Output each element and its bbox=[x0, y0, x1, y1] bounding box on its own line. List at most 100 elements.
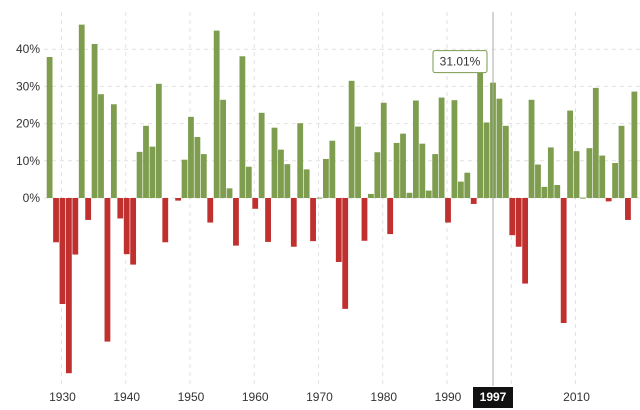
bar-1971[interactable] bbox=[323, 158, 329, 198]
bar-2005[interactable] bbox=[541, 186, 548, 198]
bar-1996[interactable] bbox=[483, 122, 490, 198]
bar-1994[interactable] bbox=[470, 198, 477, 204]
bar-1942[interactable] bbox=[136, 151, 143, 198]
bar-1975[interactable] bbox=[348, 80, 355, 198]
bar-1946[interactable] bbox=[162, 198, 169, 243]
bar-1949[interactable] bbox=[181, 159, 188, 198]
bar-1935[interactable] bbox=[91, 43, 98, 198]
bar-1955[interactable] bbox=[220, 99, 226, 198]
bar-1945[interactable] bbox=[155, 83, 162, 198]
hover-overlay: 31.01% 1997 bbox=[432, 12, 513, 408]
x-tick-label: 1940 bbox=[113, 390, 140, 404]
bar-1930[interactable] bbox=[59, 198, 66, 305]
x-tick-label: 1930 bbox=[49, 390, 76, 404]
bar-1967[interactable] bbox=[297, 123, 304, 198]
bar-1954[interactable] bbox=[213, 30, 220, 198]
bar-1979[interactable] bbox=[374, 152, 381, 198]
bar-2014[interactable] bbox=[599, 155, 606, 198]
bar-2010[interactable] bbox=[573, 151, 580, 198]
bar-1943[interactable] bbox=[143, 125, 149, 198]
bar-1999[interactable] bbox=[502, 125, 509, 198]
bar-1959[interactable] bbox=[245, 166, 252, 198]
bar-2017[interactable] bbox=[618, 125, 625, 198]
bar-1960[interactable] bbox=[252, 198, 259, 209]
bar-1964[interactable] bbox=[278, 149, 284, 198]
bar-1952[interactable] bbox=[200, 154, 207, 198]
bar-1933[interactable] bbox=[78, 24, 85, 199]
bar-2009[interactable] bbox=[567, 110, 574, 198]
bar-2004[interactable] bbox=[535, 164, 541, 198]
bar-2012[interactable] bbox=[586, 148, 593, 198]
bar-1950[interactable] bbox=[188, 116, 194, 198]
bar-2002[interactable] bbox=[522, 198, 529, 284]
bar-1932[interactable] bbox=[72, 198, 79, 255]
bar-1995[interactable] bbox=[477, 71, 484, 198]
bar-1965[interactable] bbox=[284, 164, 291, 198]
bar-2016[interactable] bbox=[612, 163, 618, 198]
bar-1991[interactable] bbox=[451, 100, 458, 198]
bar-2018[interactable] bbox=[625, 198, 631, 220]
bar-1969[interactable] bbox=[310, 198, 316, 242]
bar-2008[interactable] bbox=[560, 198, 567, 323]
bar-1951[interactable] bbox=[194, 136, 201, 198]
bar-1987[interactable] bbox=[425, 190, 432, 198]
bar-1940[interactable] bbox=[123, 198, 130, 255]
bar-1976[interactable] bbox=[355, 126, 361, 198]
bar-1937[interactable] bbox=[104, 198, 111, 342]
bar-1968[interactable] bbox=[303, 169, 310, 198]
tooltip-value: 31.01% bbox=[440, 55, 481, 69]
bar-1989[interactable] bbox=[438, 97, 445, 198]
bar-2007[interactable] bbox=[554, 184, 561, 198]
bar-1944[interactable] bbox=[149, 146, 156, 198]
bar-1929[interactable] bbox=[53, 198, 59, 243]
x-tick-label: 2010 bbox=[563, 390, 590, 404]
bar-2011[interactable] bbox=[580, 197, 586, 199]
bar-1993[interactable] bbox=[464, 172, 471, 198]
bar-1992[interactable] bbox=[457, 181, 464, 198]
bar-1953[interactable] bbox=[207, 198, 214, 223]
value-tooltip: 31.01% bbox=[432, 50, 488, 74]
bar-2019[interactable] bbox=[631, 91, 638, 198]
bar-1962[interactable] bbox=[265, 198, 271, 242]
bar-2003[interactable] bbox=[528, 99, 535, 198]
bar-1978[interactable] bbox=[368, 193, 374, 198]
bar-1983[interactable] bbox=[400, 133, 406, 198]
bar-1984[interactable] bbox=[406, 192, 413, 198]
bar-1980[interactable] bbox=[380, 102, 387, 198]
bar-1958[interactable] bbox=[239, 56, 246, 198]
bar-1963[interactable] bbox=[271, 127, 278, 198]
bar-1956[interactable] bbox=[226, 188, 233, 198]
bar-1982[interactable] bbox=[393, 142, 400, 198]
bar-2015[interactable] bbox=[605, 198, 612, 202]
bar-1970[interactable] bbox=[316, 197, 323, 199]
bar-1934[interactable] bbox=[85, 198, 92, 220]
bar-2006[interactable] bbox=[547, 147, 554, 198]
bar-1973[interactable] bbox=[335, 198, 342, 262]
bar-1941[interactable] bbox=[130, 198, 137, 265]
bar-1998[interactable] bbox=[496, 98, 503, 198]
x-tick-label: 1980 bbox=[370, 390, 397, 404]
bar-1948[interactable] bbox=[175, 198, 182, 201]
bar-1986[interactable] bbox=[419, 143, 426, 198]
bar-1985[interactable] bbox=[412, 100, 419, 198]
bar-1939[interactable] bbox=[117, 198, 124, 219]
bar-1990[interactable] bbox=[445, 198, 451, 223]
bar-2000[interactable] bbox=[509, 198, 516, 236]
bar-1936[interactable] bbox=[98, 94, 104, 198]
bar-1981[interactable] bbox=[387, 198, 394, 235]
bar-1928[interactable] bbox=[46, 57, 53, 199]
bar-1961[interactable] bbox=[258, 112, 265, 198]
bar-1974[interactable] bbox=[342, 198, 349, 309]
bar-1972[interactable] bbox=[329, 140, 336, 198]
bar-1931[interactable] bbox=[65, 198, 72, 374]
bar-1966[interactable] bbox=[290, 198, 297, 247]
bar-2001[interactable] bbox=[515, 198, 522, 247]
bar-1938[interactable] bbox=[110, 104, 117, 198]
bar-1957[interactable] bbox=[233, 198, 239, 246]
bar-1988[interactable] bbox=[432, 154, 439, 198]
bar-1977[interactable] bbox=[361, 198, 368, 241]
bar-2013[interactable] bbox=[592, 87, 599, 198]
x-tick-label: 1950 bbox=[178, 390, 205, 404]
y-tick-label: 30% bbox=[16, 79, 40, 93]
